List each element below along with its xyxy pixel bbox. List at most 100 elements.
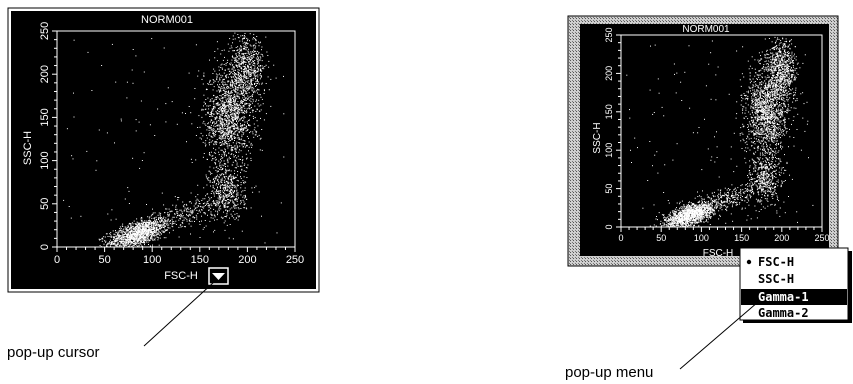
scatter-point	[235, 149, 237, 151]
scatter-point	[182, 220, 184, 222]
popup-cursor-button[interactable]	[208, 267, 229, 285]
scatter-point	[216, 98, 217, 100]
scatter-point	[248, 125, 250, 126]
scatter-point	[213, 113, 214, 115]
scatter-point	[137, 240, 139, 242]
scatter-point	[219, 86, 221, 88]
scatter-point	[232, 201, 234, 202]
scatter-point	[223, 203, 225, 205]
scatter-point	[218, 182, 220, 184]
scatter-point	[227, 162, 229, 164]
scatter-point	[672, 213, 674, 215]
scatter-point	[219, 192, 221, 194]
scatter-point	[208, 83, 210, 85]
scatter-point	[220, 123, 222, 125]
scatter-point	[220, 97, 222, 99]
scatter-point	[213, 82, 215, 84]
scatter-point	[218, 112, 220, 114]
scatter-point	[237, 96, 239, 98]
scatter-point	[260, 76, 262, 78]
scatter-point	[220, 216, 222, 218]
scatter-point	[241, 103, 243, 104]
scatter-point	[122, 223, 124, 225]
scatter-point	[126, 238, 127, 240]
scatter-point	[117, 241, 119, 243]
scatter-point	[669, 226, 671, 227]
scatter-point	[246, 40, 248, 42]
scatter-point	[227, 206, 229, 208]
scatter-point	[111, 209, 113, 211]
scatter-point	[225, 154, 227, 156]
scatter-point	[233, 192, 235, 194]
scatter-point	[224, 190, 226, 192]
scatter-point	[246, 127, 248, 129]
scatter-point	[234, 170, 236, 172]
scatter-point	[239, 51, 241, 53]
scatter-point	[205, 203, 207, 205]
scatter-point	[255, 130, 257, 132]
scatter-point	[172, 204, 174, 206]
scatter-point	[217, 97, 219, 99]
scatter-point	[221, 195, 223, 197]
scatter-point	[127, 236, 128, 237]
scatter-point	[213, 167, 215, 169]
scatter-point	[241, 59, 243, 61]
scatter-point	[209, 105, 211, 107]
scatter-point	[236, 103, 238, 105]
scatter-point	[190, 225, 192, 227]
scatter-point	[125, 242, 127, 244]
scatter-point	[236, 103, 238, 105]
scatter-point	[140, 224, 142, 226]
scatter-point	[250, 53, 252, 55]
scatter-point	[191, 213, 193, 215]
scatter-point	[229, 109, 231, 111]
scatter-point	[218, 203, 220, 205]
scatter-point	[243, 164, 245, 166]
scatter-point	[223, 205, 225, 207]
scatter-point	[217, 74, 219, 76]
scatter-point	[228, 193, 230, 195]
scatter-point	[238, 132, 240, 134]
scatter-point	[225, 112, 227, 114]
scatter-point	[230, 189, 232, 191]
scatter-point	[239, 58, 240, 60]
scatter-point	[131, 242, 133, 244]
scatter-point	[680, 206, 682, 208]
scatter-point	[221, 94, 223, 96]
scatter-point	[245, 167, 247, 168]
scatter-point	[207, 97, 209, 99]
scatter-point	[210, 127, 212, 129]
scatter-point	[225, 195, 227, 197]
scatter-point	[262, 54, 263, 56]
scatter-point	[241, 230, 243, 232]
scatter-point	[240, 80, 242, 82]
scatter-point	[186, 207, 188, 209]
scatter-point	[223, 86, 225, 88]
scatter-point	[243, 201, 245, 203]
scatter-point	[133, 229, 135, 231]
scatter-point	[719, 214, 721, 216]
scatter-point	[144, 226, 146, 228]
scatter-point	[244, 57, 246, 59]
scatter-point	[232, 109, 234, 111]
scatter-point	[165, 208, 167, 210]
scatter-point	[232, 142, 234, 144]
scatter-point	[203, 227, 205, 229]
scatter-point	[222, 169, 224, 170]
scatter-point	[243, 112, 245, 113]
scatter-point	[132, 225, 134, 227]
scatter-point	[226, 184, 228, 186]
scatter-point	[226, 141, 228, 143]
scatter-point	[215, 141, 217, 142]
scatter-point	[183, 209, 185, 211]
scatter-point	[690, 204, 692, 206]
scatter-point	[208, 133, 210, 135]
scatter-point	[224, 133, 226, 135]
scatter-point	[230, 174, 232, 176]
scatter-point	[239, 40, 241, 42]
scatter-point	[135, 130, 137, 132]
scatter-point	[152, 231, 154, 233]
scatter-point	[202, 228, 204, 230]
scatter-point	[240, 203, 242, 205]
scatter-point	[228, 156, 230, 158]
